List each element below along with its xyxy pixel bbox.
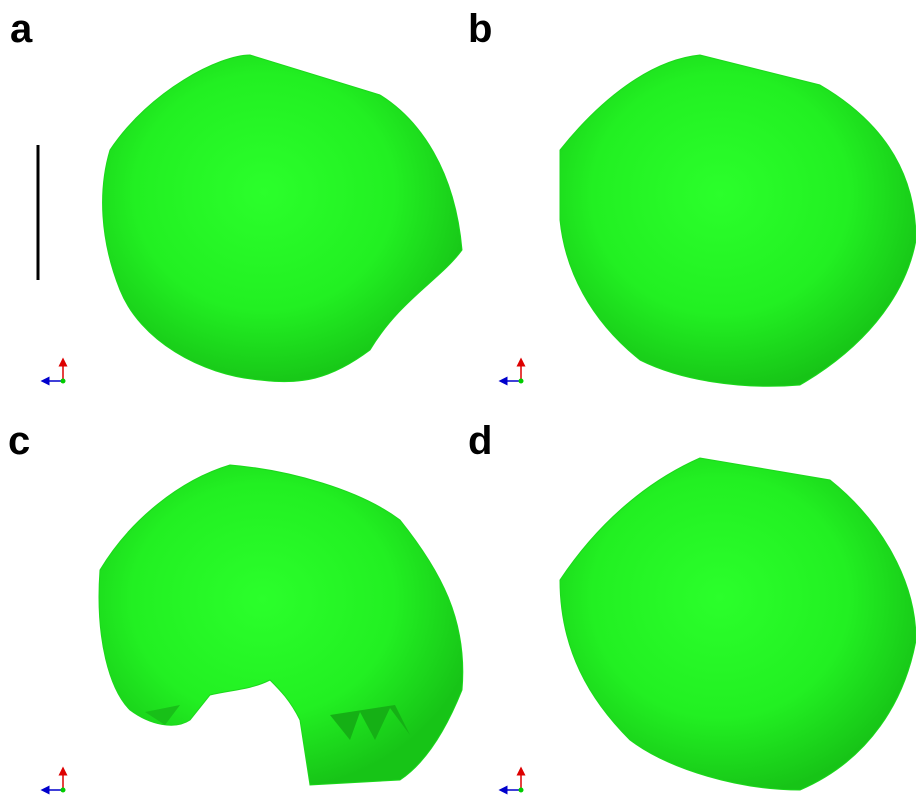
surface-d: [559, 457, 916, 791]
panel-label: a: [10, 7, 33, 51]
surface-a: [102, 54, 463, 383]
axis-triad: [498, 766, 526, 795]
surface-facet: [330, 705, 410, 740]
surface-c: [98, 464, 464, 786]
surface-facet: [145, 705, 180, 725]
surface-b: [559, 54, 916, 387]
panel-label: d: [468, 419, 492, 463]
axis-triad: [40, 357, 68, 386]
axis-triad: [498, 357, 526, 386]
panel-label: c: [8, 419, 30, 463]
axis-triad: [40, 766, 68, 795]
panel-label: b: [468, 7, 492, 51]
